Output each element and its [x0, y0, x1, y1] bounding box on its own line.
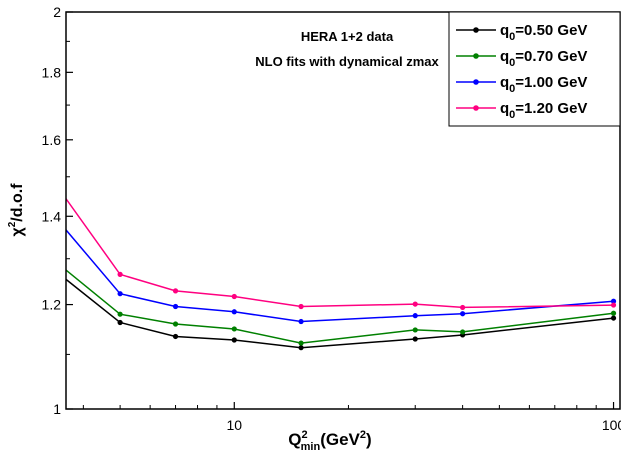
data-point [460, 329, 466, 335]
tick-labels: 1 1.2 1.4 1.6 1.8 2 10 100 [42, 4, 621, 433]
data-point [460, 304, 466, 311]
y-tick-label: 1.8 [42, 64, 62, 80]
data-point [610, 298, 617, 304]
legend-label: q0=0.70 GeV [500, 48, 587, 69]
legend-label-rest: =1.00 GeV [515, 74, 587, 91]
legend-label-sub: 0 [509, 83, 515, 95]
data-point [172, 303, 179, 310]
data-point [231, 293, 237, 300]
data-point [59, 264, 64, 269]
data-point [117, 271, 123, 277]
legend-label-sub: 0 [509, 31, 515, 43]
x-tick-label: 10 [226, 417, 242, 433]
data-point [298, 345, 304, 351]
data-point [610, 315, 617, 321]
x-axis-title: Q2 min(GeV2) [288, 429, 371, 453]
data-point [117, 291, 123, 297]
data-point [231, 337, 237, 343]
series-line [66, 197, 614, 309]
data-point [172, 333, 179, 340]
data-point [412, 336, 418, 342]
annotation-line-2: NLO fits with dynamical zmax [255, 54, 439, 69]
legend-label-sub: 0 [509, 109, 515, 121]
data-point [117, 311, 123, 317]
data-point [117, 319, 123, 326]
y-tick-label: 1.2 [42, 297, 62, 313]
series-0 [59, 273, 617, 351]
legend-label: q0=0.50 GeV [500, 22, 587, 43]
y-tick-label: 1 [53, 401, 61, 417]
data-point [610, 302, 617, 308]
data-point [59, 190, 64, 195]
legend-item-0: q0=0.50 GeV [456, 22, 587, 43]
legend-label-rest: =0.50 GeV [515, 22, 587, 39]
legend-label: q0=1.00 GeV [500, 74, 587, 95]
legend-marker [473, 105, 479, 111]
series-line [66, 228, 614, 323]
legend-marker [473, 79, 479, 85]
y-tick-label: 1.4 [42, 208, 62, 224]
legend-label-sub: 0 [509, 57, 515, 69]
legend-marker [473, 53, 479, 59]
data-point [298, 303, 304, 310]
legend-label-rest: =1.20 GeV [515, 100, 587, 117]
series-3 [59, 190, 617, 311]
data-point [172, 321, 179, 327]
legend-item-3: q0=1.20 GeV [456, 100, 587, 121]
legend-item-1: q0=0.70 GeV [456, 48, 587, 69]
series-1 [59, 264, 617, 346]
data-point [412, 301, 418, 307]
series-group [59, 190, 617, 351]
y-tick-label: 2 [53, 4, 61, 20]
data-point [231, 326, 237, 332]
data-point [59, 273, 64, 278]
legend-label-base: q [500, 22, 509, 39]
legend-item-2: q0=1.00 GeV [456, 74, 587, 95]
data-point [172, 288, 179, 294]
legend-label-rest: =0.70 GeV [515, 48, 587, 65]
data-point [298, 318, 304, 325]
y-axis-title: χ2/d.o.f [7, 183, 26, 237]
legend-label-base: q [500, 74, 509, 91]
data-point [412, 313, 418, 319]
legend-label-base: q [500, 48, 509, 65]
legend-label: q0=1.20 GeV [500, 100, 587, 121]
annotation-line-1: HERA 1+2 data [301, 29, 394, 44]
legend-label-base: q [500, 100, 509, 117]
x-tick-label: 100 [602, 417, 621, 433]
data-point [298, 340, 304, 346]
series-line [66, 269, 614, 344]
series-line [66, 278, 614, 349]
series-2 [66, 228, 617, 325]
data-point [412, 327, 418, 333]
plot-frame [65, 11, 621, 410]
y-tick-label: 1.6 [42, 132, 62, 148]
data-point [231, 309, 237, 315]
data-point [610, 310, 617, 316]
data-point [460, 311, 466, 317]
legend-marker [473, 27, 479, 33]
